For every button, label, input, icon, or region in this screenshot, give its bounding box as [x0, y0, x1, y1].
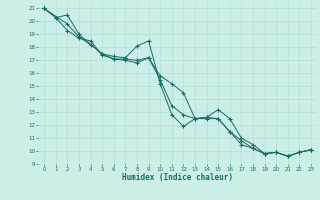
X-axis label: Humidex (Indice chaleur): Humidex (Indice chaleur): [122, 173, 233, 182]
